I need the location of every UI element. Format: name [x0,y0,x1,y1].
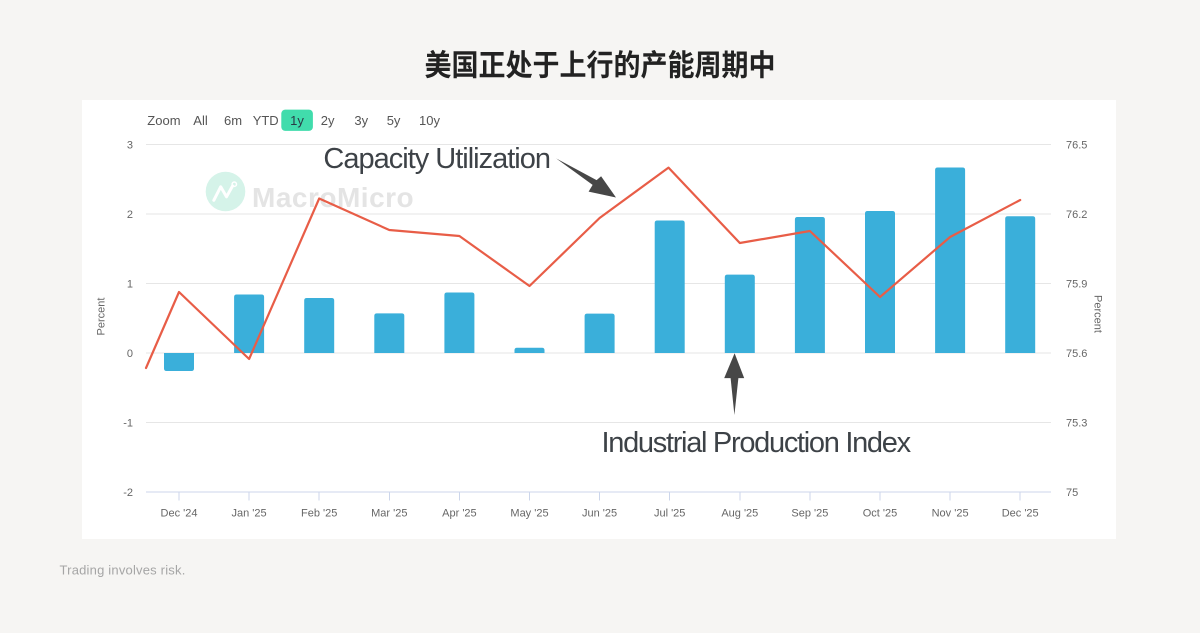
svg-text:Percent: Percent [96,298,108,336]
svg-text:Zoom: Zoom [147,113,180,128]
svg-text:May '25: May '25 [510,508,548,520]
svg-text:2y: 2y [321,113,335,128]
svg-text:6m: 6m [224,113,242,128]
svg-text:Mar '25: Mar '25 [371,508,407,520]
svg-text:Apr '25: Apr '25 [442,508,477,520]
svg-text:Trading involves risk.: Trading involves risk. [60,563,186,578]
svg-text:3y: 3y [354,113,368,128]
svg-text:Jun '25: Jun '25 [582,508,617,520]
svg-text:76.5: 76.5 [1066,140,1087,152]
svg-text:75.3: 75.3 [1066,418,1087,430]
svg-text:2: 2 [127,209,133,221]
svg-text:YTD: YTD [253,113,279,128]
svg-text:3: 3 [127,140,133,152]
svg-text:Jan '25: Jan '25 [232,508,267,520]
svg-text:Capacity Utilization: Capacity Utilization [323,143,550,175]
svg-text:75.6: 75.6 [1066,348,1087,360]
svg-text:Aug '25: Aug '25 [721,508,758,520]
svg-text:MacroMicro: MacroMicro [252,182,414,213]
svg-text:Sep '25: Sep '25 [791,508,828,520]
svg-text:Industrial Production Index: Industrial Production Index [602,427,912,459]
svg-text:76.2: 76.2 [1066,209,1087,221]
svg-text:Oct '25: Oct '25 [863,508,898,520]
svg-text:Dec '25: Dec '25 [1002,508,1039,520]
svg-text:Feb '25: Feb '25 [301,508,337,520]
svg-text:Percent: Percent [1092,295,1104,333]
svg-text:0: 0 [127,348,133,360]
svg-text:1: 1 [127,279,133,291]
svg-text:75: 75 [1066,487,1078,499]
svg-text:-1: -1 [123,418,133,430]
svg-text:All: All [193,113,208,128]
svg-text:Jul '25: Jul '25 [654,508,685,520]
svg-text:10y: 10y [419,113,440,128]
svg-text:Nov '25: Nov '25 [932,508,969,520]
svg-text:Dec '24: Dec '24 [161,508,198,520]
svg-text:1y: 1y [290,113,304,128]
svg-text:5y: 5y [387,113,401,128]
svg-text:-2: -2 [123,487,133,499]
svg-text:75.9: 75.9 [1066,279,1087,291]
